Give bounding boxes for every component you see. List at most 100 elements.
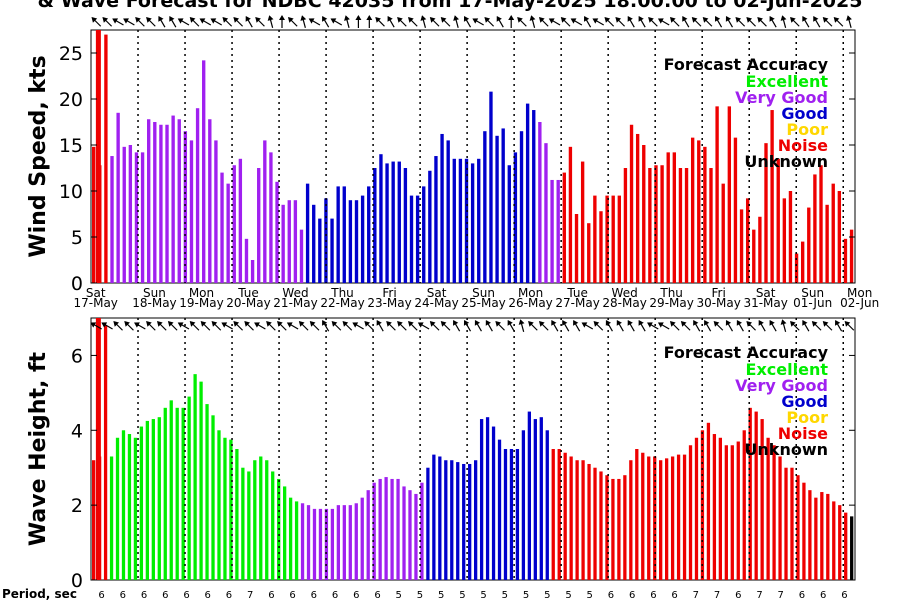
direction-arrow-icon [570,18,583,26]
direction-arrow-icon [551,319,559,332]
direction-arrow-icon [846,15,852,28]
direction-arrow-icon [266,321,276,331]
direction-arrow-icon [833,17,844,27]
direction-arrow-icon [101,322,113,330]
bar-1 [390,478,394,580]
bar-0 [837,191,842,283]
x-date-label: 30-May [696,296,740,310]
direction-arrow-icon [123,18,135,26]
x-day-label: Thu [659,286,683,300]
legend-item-0: Good [781,104,828,123]
x-day-label: Sat [86,286,106,300]
legend-item-0: Noise [778,136,828,155]
direction-arrow-icon [627,319,635,332]
now-marker-0 [95,30,101,283]
bar-1 [450,460,454,580]
bar-1 [384,477,388,580]
direction-arrow-icon [757,17,767,27]
bar-0 [397,161,401,283]
direction-arrow-icon [134,322,146,330]
direction-arrow-icon [199,18,212,26]
bar-0 [782,198,787,283]
direction-arrow-icon [682,15,690,28]
x-day-label: Tue [566,286,588,300]
direction-arrow-icon [472,18,484,26]
bar-0 [599,211,603,283]
period-value: 5 [565,590,571,600]
bar-1 [336,505,341,580]
y-tick-label-0: 0 [71,273,83,295]
direction-arrow-icon [562,319,570,332]
bar-0 [525,103,530,283]
y-tick-label-0: 5 [71,227,83,249]
bar-1 [766,437,770,580]
direction-arrow-icon [592,18,605,26]
direction-arrow-icon [420,15,427,28]
direction-arrow-icon [604,17,615,27]
direction-arrow-icon [495,321,505,331]
direction-arrow-icon [769,15,777,28]
direction-arrow-icon [167,321,178,331]
bar-0 [452,158,456,283]
direction-arrow-icon [279,15,285,28]
x-day-label: Wed [282,286,308,300]
legend-item-1: Very Good [735,376,828,395]
legend-item-1: Excellent [746,360,829,379]
bar-0 [379,154,383,283]
bar-0 [464,158,469,283]
bar-1 [826,493,830,580]
bar-1 [629,460,633,580]
bar-1 [503,449,508,580]
bar-0 [629,124,634,283]
bar-0 [825,204,829,283]
direction-arrow-icon [440,321,451,331]
bar-1 [283,486,287,580]
bar-1 [151,419,155,580]
bar-1 [694,437,699,580]
bar-0 [849,229,854,283]
direction-arrow-icon [518,319,525,332]
y-tick-label-1: 0 [71,570,83,592]
bar-0 [299,229,304,283]
bar-0 [391,161,395,283]
bar-0 [165,124,169,283]
direction-arrow-icon [124,321,134,331]
bar-1 [175,407,179,580]
direction-arrow-icon [298,321,309,331]
period-value: 6 [841,590,847,600]
bar-0 [489,91,493,283]
bar-1 [850,516,854,580]
direction-arrow-icon [210,18,223,26]
bar-1 [468,463,472,580]
period-value: 7 [756,590,762,600]
bar-0 [250,260,255,283]
bar-1 [706,422,711,580]
x-date-label: 01-Jun [793,296,832,310]
bar-1 [497,439,502,580]
bar-0 [483,131,487,283]
direction-arrow-icon [453,15,460,28]
bar-1 [479,419,484,580]
bar-0 [214,140,218,283]
direction-arrow-icon [344,15,350,28]
direction-arrow-icon [158,15,166,28]
direction-arrow-icon [769,319,777,332]
bar-0 [269,152,273,283]
bar-0 [635,133,640,283]
x-day-label: Sun [801,286,824,300]
bar-1 [462,463,466,580]
x-day-label: Fri [382,286,396,300]
legend-item-1: Poor [786,408,828,427]
bar-1 [509,449,514,580]
bar-0 [788,191,793,283]
period-value: 6 [353,590,359,600]
direction-arrow-icon [691,17,702,27]
bar-1 [163,407,167,580]
direction-arrow-icon [277,321,287,331]
bar-1 [539,417,543,580]
bar-1 [676,454,681,580]
legend-item-1: Unknown [744,440,828,459]
direction-arrow-icon [802,15,810,28]
bar-1 [778,456,782,580]
direction-arrow-icon [146,321,156,331]
